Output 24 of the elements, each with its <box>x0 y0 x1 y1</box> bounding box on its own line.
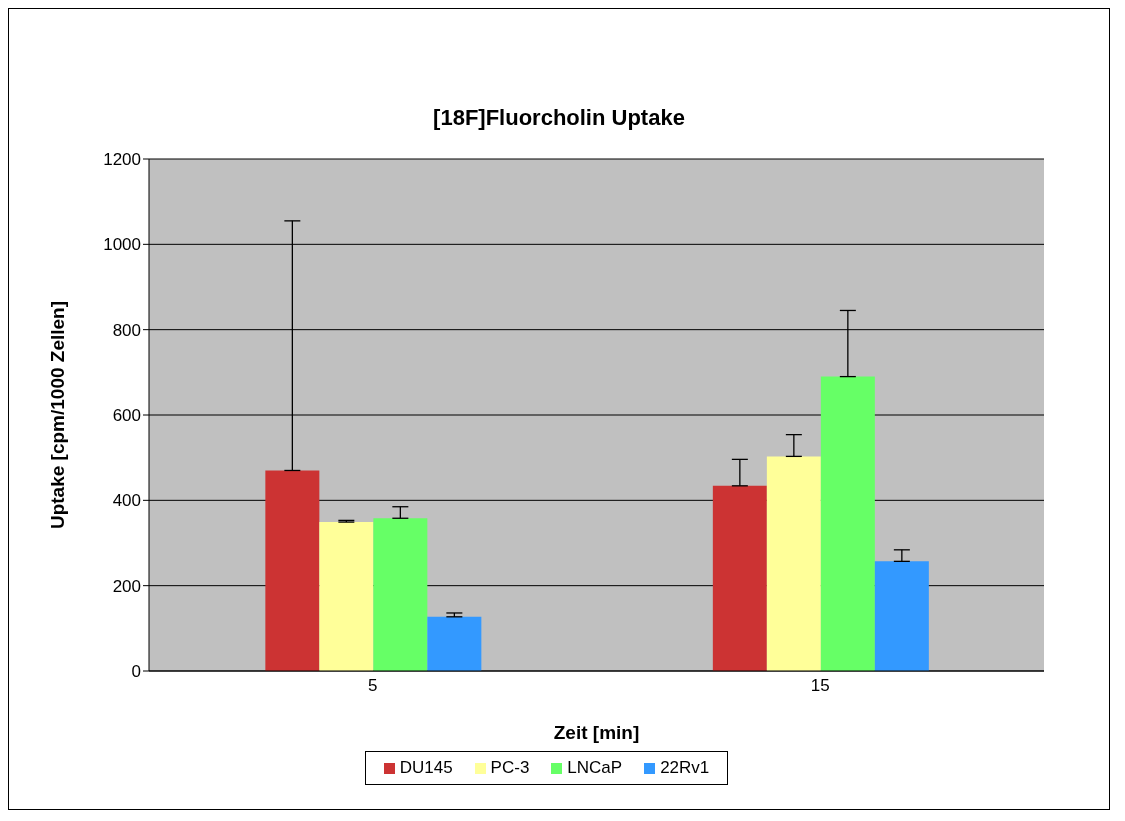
bar <box>265 470 320 671</box>
bar <box>373 518 428 671</box>
y-tick-label: 600 <box>112 406 141 426</box>
bar <box>319 522 374 671</box>
bar <box>820 376 875 671</box>
x-tick-label: 5 <box>368 676 378 696</box>
y-tick-label: 800 <box>112 320 141 340</box>
chart-title: [18F]Fluorcholin Uptake <box>432 105 686 132</box>
bar <box>766 456 821 671</box>
y-tick-label: 400 <box>112 491 141 511</box>
bar <box>712 485 767 671</box>
y-tick-label: 200 <box>112 576 141 596</box>
legend-label: DU145 <box>398 758 453 778</box>
bar <box>427 616 482 671</box>
y-tick-label: 1200 <box>103 150 141 170</box>
bar <box>874 561 929 671</box>
x-tick-label: 15 <box>810 676 830 696</box>
legend-label: LNCaP <box>566 758 623 778</box>
y-tick-label: 0 <box>131 662 141 682</box>
legend-label: 22Rv1 <box>659 758 710 778</box>
y-axis-title: Uptake [cpm/1000 Zellen] <box>46 300 68 530</box>
y-tick-label: 1000 <box>103 235 141 255</box>
legend-label: PC-3 <box>489 758 530 778</box>
x-axis-title: Zeit [min] <box>553 722 640 743</box>
